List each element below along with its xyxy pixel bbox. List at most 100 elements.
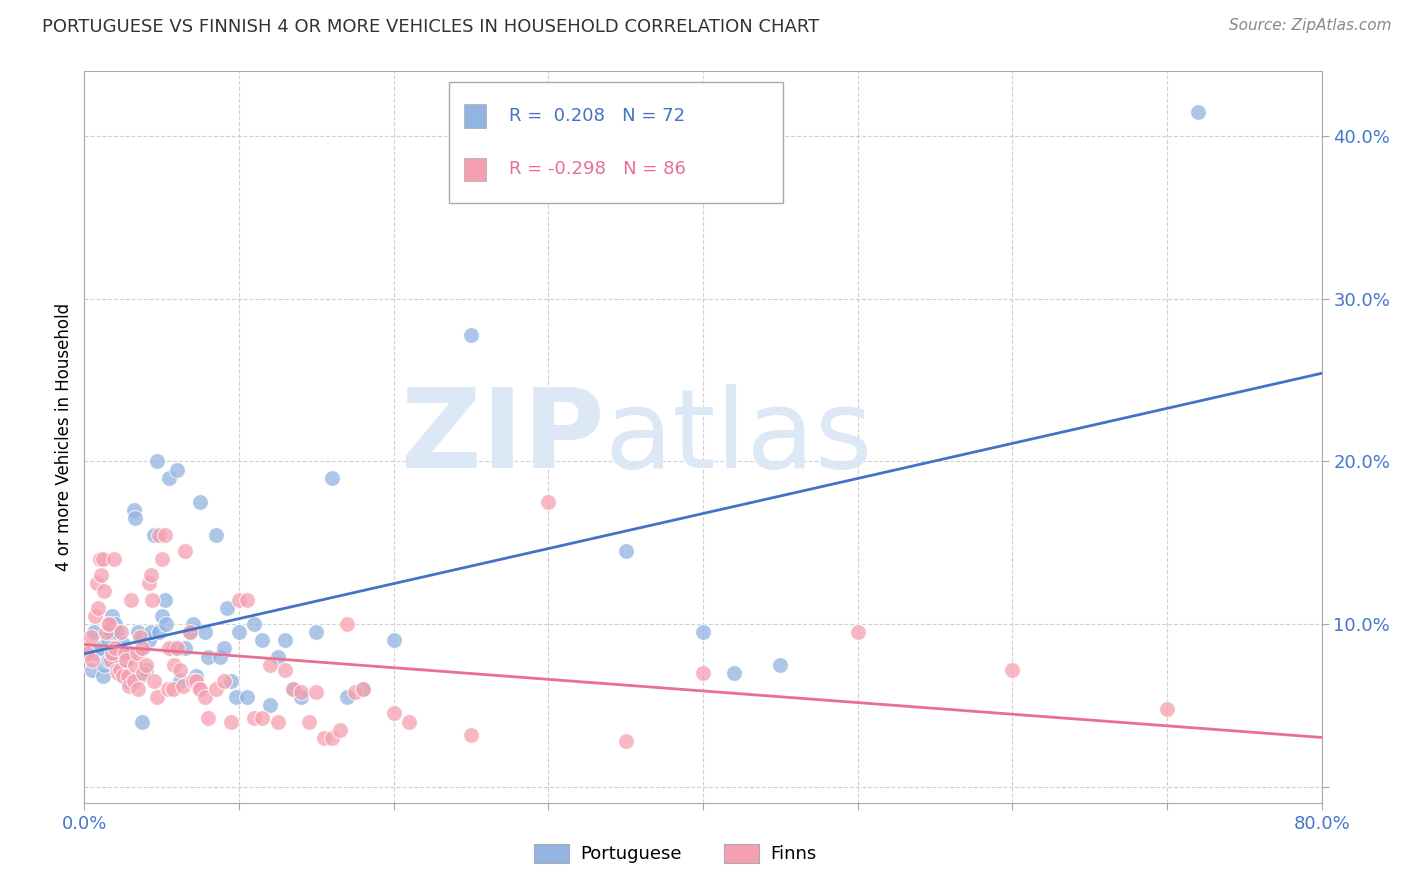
Point — [163, 641, 186, 656]
Point — [114, 646, 136, 660]
Point — [187, 681, 209, 696]
Point — [159, 641, 180, 656]
Point — [87, 600, 110, 615]
Point — [124, 511, 146, 525]
Text: Portuguese: Portuguese — [581, 845, 682, 863]
Point — [105, 625, 128, 640]
Text: PORTUGUESE VS FINNISH 4 OR MORE VEHICLES IN HOUSEHOLD CORRELATION CHART: PORTUGUESE VS FINNISH 4 OR MORE VEHICLES… — [42, 18, 820, 36]
Point — [243, 711, 266, 725]
Point — [139, 568, 162, 582]
Point — [166, 641, 188, 656]
Point — [91, 552, 114, 566]
Point — [77, 646, 100, 660]
Point — [76, 646, 98, 660]
Point — [96, 633, 118, 648]
Point — [110, 625, 132, 640]
Point — [132, 641, 155, 656]
Text: atlas: atlas — [605, 384, 873, 491]
FancyBboxPatch shape — [464, 158, 486, 181]
Point — [215, 600, 238, 615]
Point — [131, 641, 153, 656]
Point — [692, 625, 714, 640]
Point — [162, 681, 184, 696]
Point — [163, 657, 186, 672]
Point — [460, 327, 482, 342]
Point — [104, 617, 127, 632]
Point — [181, 617, 204, 632]
Point — [205, 527, 228, 541]
Point — [212, 673, 235, 688]
Point — [169, 673, 191, 688]
Point — [197, 649, 219, 664]
Point — [1187, 105, 1209, 120]
Point — [235, 592, 259, 607]
Point — [150, 552, 173, 566]
Point — [250, 711, 273, 725]
Point — [153, 527, 176, 541]
Bar — [724, 844, 759, 863]
Point — [120, 592, 142, 607]
Point — [105, 663, 128, 677]
Point — [243, 617, 266, 632]
Point — [259, 657, 281, 672]
Point — [290, 685, 312, 699]
Point — [115, 653, 138, 667]
Point — [104, 641, 127, 656]
Point — [225, 690, 247, 705]
Point — [122, 503, 145, 517]
Point — [328, 723, 352, 737]
Point — [103, 649, 125, 664]
Point — [146, 454, 169, 468]
Point — [108, 663, 131, 677]
Point — [131, 714, 153, 729]
Point — [94, 625, 117, 640]
Point — [101, 608, 124, 623]
Point — [352, 681, 374, 696]
Point — [197, 711, 219, 725]
Point — [382, 706, 405, 721]
Point — [148, 625, 170, 640]
Point — [172, 679, 194, 693]
Point — [188, 681, 211, 696]
Point — [179, 625, 201, 640]
Point — [117, 673, 139, 688]
Point — [100, 653, 122, 667]
Point — [692, 665, 714, 680]
Point — [194, 690, 217, 705]
Point — [179, 625, 201, 640]
Point — [129, 669, 152, 683]
Point — [159, 471, 180, 485]
Point — [143, 527, 166, 541]
Point — [107, 663, 129, 677]
Point — [100, 625, 122, 640]
Point — [398, 714, 420, 729]
Point — [321, 471, 343, 485]
Point — [174, 544, 197, 558]
Point — [290, 690, 312, 705]
Point — [93, 657, 115, 672]
Point — [274, 663, 297, 677]
Point — [82, 653, 104, 667]
Point — [1156, 701, 1178, 715]
Point — [184, 673, 207, 688]
Point — [382, 633, 405, 648]
Point — [297, 714, 319, 729]
Point — [153, 592, 176, 607]
Point — [460, 727, 482, 741]
Point — [98, 653, 121, 667]
Point — [135, 657, 157, 672]
Text: ZIP: ZIP — [401, 384, 605, 491]
Point — [205, 681, 228, 696]
Point — [194, 625, 217, 640]
Point — [125, 646, 148, 660]
Point — [219, 673, 242, 688]
Point — [120, 646, 142, 660]
Point — [93, 584, 115, 599]
Text: R =  0.208   N = 72: R = 0.208 N = 72 — [509, 107, 685, 126]
Point — [96, 617, 118, 632]
Point — [184, 669, 207, 683]
Point — [139, 625, 162, 640]
Point — [155, 617, 177, 632]
Point — [98, 617, 121, 632]
Point — [219, 714, 242, 729]
